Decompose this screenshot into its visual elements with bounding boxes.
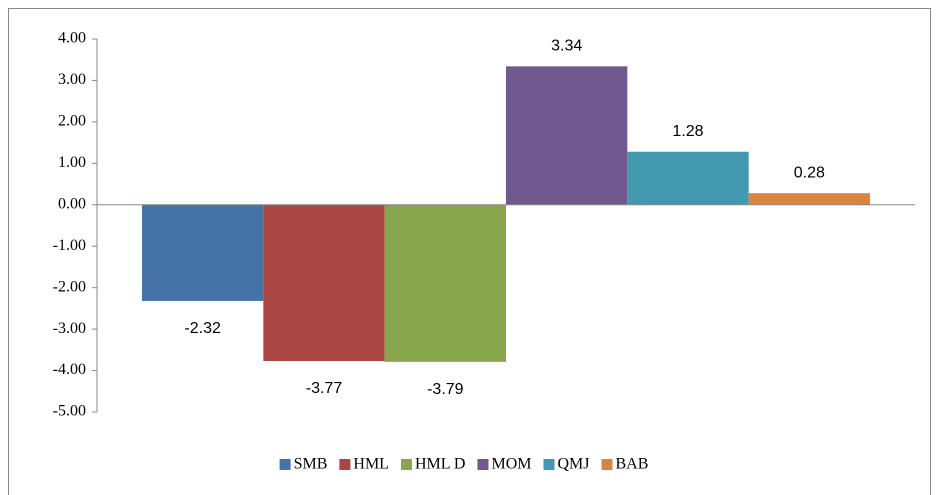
legend-swatch [279,459,291,470]
y-tick-label: -4.00 [53,361,86,378]
bar [627,151,749,205]
bar [506,66,628,205]
legend-label: HML [353,456,389,473]
legend-swatch [543,459,555,470]
y-tick-label: 4.00 [58,30,86,47]
y-tick-label: -5.00 [53,403,86,420]
legend-swatch [400,459,412,470]
data-label: 0.28 [794,164,825,181]
legend-swatch [477,459,489,470]
data-label: -2.32 [184,320,221,337]
bar [141,204,264,301]
data-label: -3.77 [306,380,343,397]
bar [263,204,385,362]
y-tick-label: -2.00 [53,278,86,295]
y-tick-label: -3.00 [53,320,86,337]
data-label: -3.79 [427,381,464,398]
y-tick-label: 2.00 [58,113,86,130]
legend-label: HML D [415,456,466,473]
bar [384,204,506,362]
y-tick-label: 1.00 [58,154,86,171]
legend-swatch [339,459,351,470]
legend-swatch [601,459,613,470]
y-tick-label: 0.00 [58,195,86,212]
y-tick-label: 3.00 [58,71,86,88]
y-tick-label: -1.00 [53,237,86,254]
data-label: 1.28 [672,123,703,140]
legend-label: SMB [294,456,328,473]
legend-label: MOM [491,456,531,473]
legend-label: QMJ [557,456,589,473]
bar [748,193,871,205]
legend-label: BAB [616,456,649,473]
data-label: 3.34 [551,38,582,55]
